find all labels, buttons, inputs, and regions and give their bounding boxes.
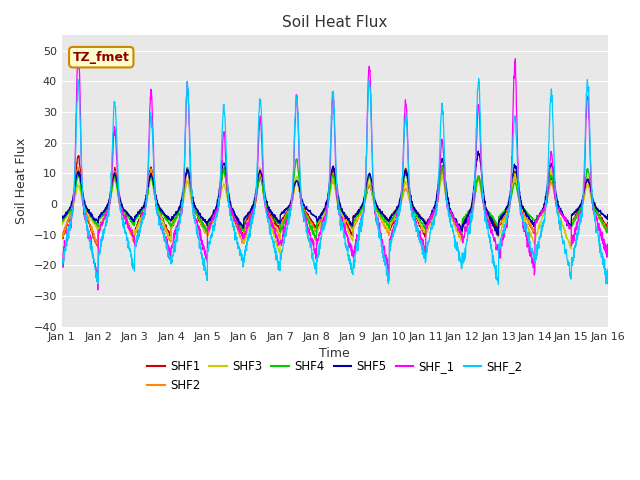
SHF_2 [362, 159, 370, 165]
SHF1 [556, 209, 564, 215]
SHF5 [474, 148, 482, 154]
SHF_1 [604, 241, 611, 247]
SHF_1 [351, 243, 358, 249]
SHF2 [74, 164, 82, 170]
SHF1 [351, 213, 358, 218]
SHF5 [494, 232, 502, 238]
SHF5 [362, 183, 370, 189]
SHF_1 [494, 242, 502, 248]
SHF2 [94, 245, 102, 251]
Line: SHF_2: SHF_2 [62, 79, 607, 285]
SHF_1 [74, 44, 82, 50]
SHF_2 [351, 261, 358, 267]
SHF4 [604, 222, 611, 228]
SHF1 [211, 213, 218, 219]
SHF_1 [571, 226, 579, 231]
SHF3 [363, 191, 371, 196]
SHF_2 [556, 217, 564, 223]
SHF_1 [58, 261, 66, 267]
SHF3 [351, 219, 358, 225]
SHF_2 [571, 243, 579, 249]
Line: SHF4: SHF4 [62, 159, 607, 240]
SHF_1 [211, 213, 218, 219]
SHF3 [210, 211, 218, 216]
SHF3 [276, 251, 284, 256]
SHF2 [571, 216, 579, 222]
Legend: SHF1, SHF2, SHF3, SHF4, SHF5, SHF_1, SHF_2: SHF1, SHF2, SHF3, SHF4, SHF5, SHF_1, SHF… [143, 355, 527, 396]
SHF4 [571, 218, 579, 224]
SHF5 [556, 206, 564, 212]
SHF_2 [604, 267, 611, 273]
SHF3 [494, 232, 502, 238]
SHF2 [211, 216, 218, 222]
SHF4 [293, 156, 301, 162]
SHF3 [604, 222, 611, 228]
SHF1 [604, 219, 611, 225]
SHF2 [363, 186, 371, 192]
SHF5 [210, 207, 218, 213]
SHF_1 [363, 141, 371, 147]
SHF_2 [495, 282, 502, 288]
SHF5 [351, 215, 358, 220]
SHF1 [58, 233, 66, 239]
SHF4 [312, 237, 320, 243]
Title: Soil Heat Flux: Soil Heat Flux [282, 15, 387, 30]
SHF3 [58, 220, 66, 226]
SHF2 [494, 229, 502, 235]
SHF2 [351, 222, 358, 228]
X-axis label: Time: Time [319, 347, 350, 360]
SHF1 [75, 153, 83, 158]
Y-axis label: Soil Heat Flux: Soil Heat Flux [15, 138, 28, 224]
Text: TZ_fmet: TZ_fmet [73, 51, 130, 64]
SHF5 [604, 212, 611, 217]
SHF1 [571, 214, 579, 219]
SHF_1 [556, 208, 564, 214]
SHF3 [255, 164, 263, 170]
SHF5 [58, 216, 66, 221]
SHF2 [556, 207, 564, 213]
SHF4 [210, 212, 218, 218]
SHF_2 [493, 277, 501, 283]
Line: SHF1: SHF1 [62, 156, 607, 246]
SHF5 [571, 209, 579, 215]
Line: SHF5: SHF5 [62, 151, 607, 235]
SHF3 [571, 216, 579, 221]
SHF_1 [94, 287, 102, 293]
SHF1 [93, 243, 101, 249]
SHF4 [351, 216, 358, 222]
SHF5 [493, 228, 501, 234]
SHF4 [556, 207, 564, 213]
SHF2 [604, 224, 611, 229]
SHF_2 [475, 76, 483, 82]
SHF1 [494, 226, 502, 231]
SHF2 [58, 235, 66, 241]
SHF_2 [58, 257, 66, 263]
Line: SHF2: SHF2 [62, 167, 607, 248]
Line: SHF3: SHF3 [62, 167, 607, 253]
Line: SHF_1: SHF_1 [62, 47, 607, 290]
SHF_2 [210, 228, 218, 234]
SHF4 [58, 218, 66, 224]
SHF4 [494, 222, 502, 228]
SHF1 [363, 190, 371, 195]
SHF3 [556, 215, 564, 220]
SHF4 [363, 183, 371, 189]
